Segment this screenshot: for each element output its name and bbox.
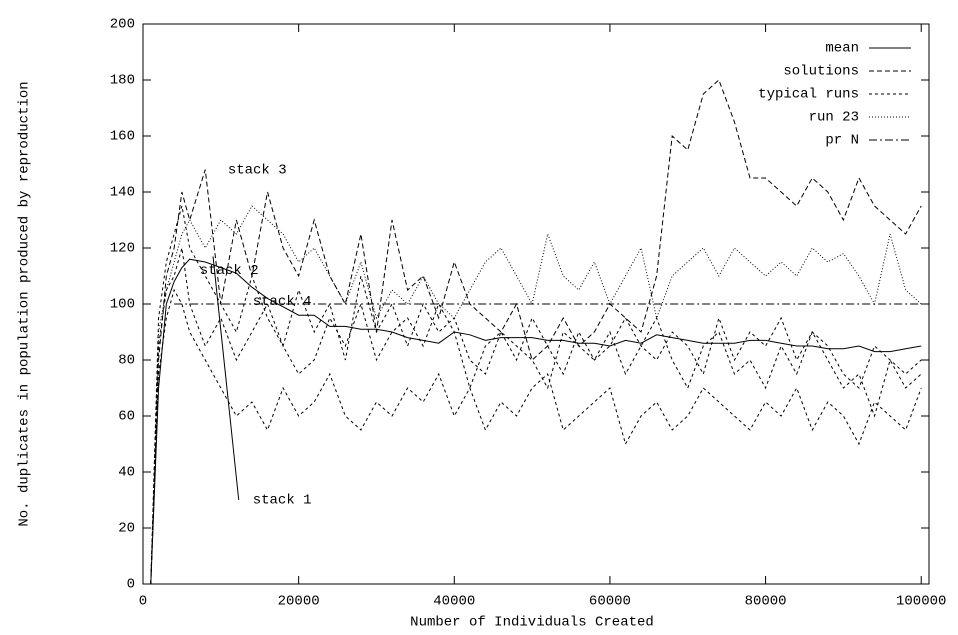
- y-tick-label: 120: [110, 241, 135, 257]
- legend-label: typical runs: [758, 87, 859, 103]
- y-tick-label: 0: [127, 577, 135, 593]
- x-tick-label: 0: [139, 594, 147, 610]
- y-axis-label: No. duplicates in population produced by…: [17, 81, 33, 526]
- x-tick-label: 20000: [278, 594, 320, 610]
- x-axis-label: Number of Individuals Created: [410, 615, 654, 631]
- annotation: stack 2: [200, 263, 259, 279]
- legend-label: pr N: [825, 133, 859, 149]
- legend-label: solutions: [783, 64, 859, 80]
- y-tick-label: 200: [110, 17, 135, 33]
- legend-label: mean: [825, 41, 859, 57]
- y-tick-label: 20: [118, 521, 135, 537]
- y-tick-label: 160: [110, 129, 135, 145]
- annotation-line: [212, 256, 240, 501]
- y-tick-label: 40: [118, 465, 135, 481]
- series-line: [150, 247, 922, 585]
- y-tick-label: 140: [110, 185, 135, 201]
- legend-label: run 23: [809, 110, 859, 126]
- annotation: stack 3: [228, 162, 287, 178]
- series-line: [150, 205, 922, 585]
- x-tick-label: 40000: [433, 594, 475, 610]
- annotation: stack 1: [253, 493, 312, 509]
- x-tick-label: 80000: [745, 594, 787, 610]
- x-tick-label: 100000: [896, 594, 946, 610]
- x-tick-label: 60000: [589, 594, 631, 610]
- series-line: [150, 205, 922, 585]
- y-tick-label: 180: [110, 73, 135, 89]
- y-tick-label: 100: [110, 297, 135, 313]
- series-line: [150, 288, 922, 585]
- annotation: stack 4: [253, 294, 312, 310]
- y-tick-label: 80: [118, 353, 135, 369]
- series-line: [150, 258, 922, 585]
- y-tick-label: 60: [118, 409, 135, 425]
